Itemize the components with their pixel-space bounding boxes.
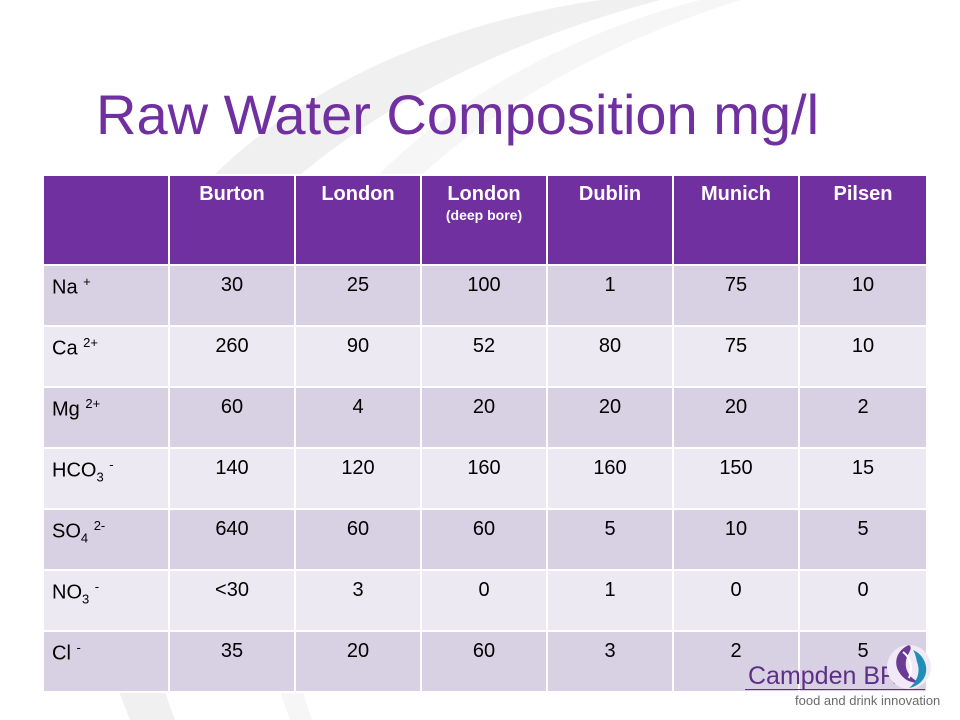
value-cell: 160 [546,447,674,510]
header-cell-london: London [294,174,422,266]
ion-subscript: 3 [96,469,104,485]
value-cell: 5 [798,508,928,571]
ion-cell: NO3 - [42,569,170,632]
header-cell-london-deep-bore: London (deep bore) [420,174,548,266]
value-cell: 80 [546,325,674,388]
water-composition-table: Burton London London (deep bore) Dublin M… [42,174,928,693]
value-cell: 160 [420,447,548,510]
table-row-ca: Ca 2+ 260 90 52 80 75 10 [42,325,928,388]
ion-subscript: 3 [82,591,90,607]
value-cell: 60 [168,386,296,449]
ion-charge: - [109,457,114,472]
table-row-cl: Cl - 35 20 60 3 2 5 [42,630,928,693]
value-cell: 140 [168,447,296,510]
ion-symbol: HCO [52,459,97,482]
value-cell: 100 [420,264,548,327]
ion-symbol: Cl [52,642,71,665]
logo-divider [745,689,925,690]
value-cell: 90 [294,325,422,388]
ion-cell: Ca 2+ [42,325,170,388]
value-cell: 3 [294,569,422,632]
ion-symbol: SO [52,520,81,543]
header-label: Pilsen [833,183,893,205]
ion-subscript: 4 [80,530,89,546]
logo-name: Campden BRI [748,662,906,690]
header-cell-pilsen: Pilsen [798,174,928,266]
value-cell: <30 [168,569,296,632]
table-header-row: Burton London London (deep bore) Dublin M… [42,174,928,266]
ion-charge: 2+ [83,335,98,350]
header-label: Burton [199,183,265,205]
value-cell: 52 [420,325,548,388]
value-cell: 75 [672,325,800,388]
ion-charge: 2- [93,518,106,533]
header-cell-dublin: Dublin [546,174,674,266]
value-cell: 10 [798,264,928,327]
value-cell: 1 [546,264,674,327]
value-cell: 10 [672,508,800,571]
value-cell: 25 [294,264,422,327]
value-cell: 2 [798,386,928,449]
value-cell: 20 [546,386,674,449]
ion-cell: Cl - [42,630,170,693]
table-row-na: Na + 30 25 100 1 75 10 [42,264,928,327]
value-cell: 20 [420,386,548,449]
header-label: London [447,183,521,205]
value-cell: 0 [672,569,800,632]
table-row-hco3: HCO3 - 140 120 160 160 150 15 [42,447,928,510]
ion-symbol: NO [52,581,82,604]
value-cell: 60 [420,630,548,693]
ion-charge: - [94,579,100,594]
ion-symbol: Na [52,276,78,299]
header-corner-cell [42,174,170,266]
value-cell: 3 [546,630,674,693]
value-cell: 20 [294,630,422,693]
value-cell: 120 [294,447,422,510]
value-cell: 150 [672,447,800,510]
value-cell: 260 [168,325,296,388]
value-cell: 20 [672,386,800,449]
value-cell: 2 [672,630,800,693]
table-row-so4: SO4 2- 640 60 60 5 10 5 [42,508,928,571]
logo-tagline: food and drink innovation [795,693,941,708]
value-cell: 30 [168,264,296,327]
value-cell: 0 [798,569,928,632]
ion-symbol: Mg [52,398,80,421]
logo-swirl-icon [887,645,931,689]
header-cell-burton: Burton [168,174,296,266]
table-row-no3: NO3 - <30 3 0 1 0 0 [42,569,928,632]
header-label: London [321,183,395,205]
value-cell: 4 [294,386,422,449]
value-cell: 10 [798,325,928,388]
value-cell: 5 [546,508,674,571]
value-cell: 60 [420,508,548,571]
ion-cell: SO4 2- [42,508,170,571]
value-cell: 60 [294,508,422,571]
page-title: Raw Water Composition mg/l [96,83,820,146]
campden-bri-logo: Campden BRI food and drink innovation [745,642,940,710]
value-cell: 75 [672,264,800,327]
value-cell: 35 [168,630,296,693]
ion-charge: 2+ [85,396,101,411]
ion-charge: + [83,274,91,289]
value-cell: 15 [798,447,928,510]
ion-cell: Mg 2+ [42,386,170,449]
header-sublabel: (deep bore) [445,207,523,223]
header-cell-munich: Munich [672,174,800,266]
ion-cell: HCO3 - [42,447,170,510]
table-row-mg: Mg 2+ 60 4 20 20 20 2 [42,386,928,449]
ion-cell: Na + [42,264,170,327]
ion-symbol: Ca [52,337,78,360]
header-label: Dublin [578,183,642,205]
header-label: Munich [701,183,771,205]
value-cell: 1 [546,569,674,632]
ion-charge: - [76,640,81,655]
value-cell: 640 [168,508,296,571]
value-cell: 0 [420,569,548,632]
